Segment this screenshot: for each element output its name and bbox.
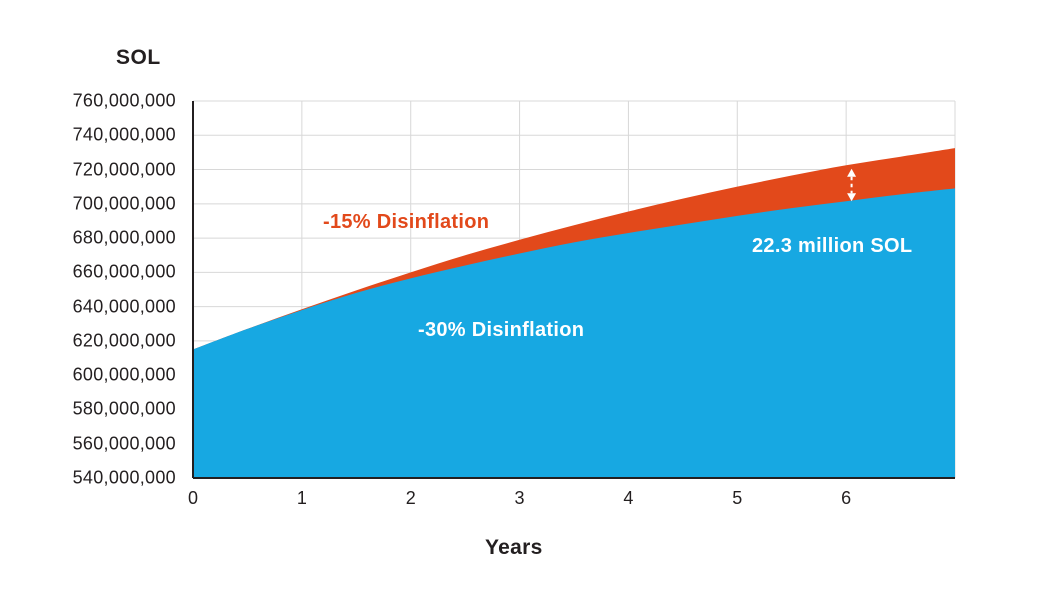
y-tick-label: 680,000,000 bbox=[72, 227, 176, 248]
series-label-30-disinflation: -30% Disinflation bbox=[418, 319, 585, 341]
gap-amount-label: 22.3 million SOL bbox=[752, 235, 913, 257]
x-tick-label: 5 bbox=[732, 488, 743, 508]
y-tick-label: 760,000,000 bbox=[72, 90, 176, 111]
y-tick-label: 700,000,000 bbox=[72, 193, 176, 214]
y-tick-label: 740,000,000 bbox=[72, 124, 176, 145]
x-tick-label: 1 bbox=[296, 488, 307, 508]
area-disinflation-30 bbox=[193, 188, 955, 479]
y-tick-label: 640,000,000 bbox=[72, 296, 176, 317]
x-tick-label: 4 bbox=[623, 488, 634, 508]
y-tick-label: 620,000,000 bbox=[72, 330, 176, 351]
x-axis-title: Years bbox=[485, 536, 543, 559]
gap-arrow-head-down-icon bbox=[847, 193, 857, 202]
x-tick-label: 2 bbox=[405, 488, 416, 508]
y-tick-label: 720,000,000 bbox=[72, 159, 176, 180]
gap-arrow-head-up-icon bbox=[847, 168, 857, 177]
series-label-15-disinflation: -15% Disinflation bbox=[323, 211, 490, 233]
y-tick-label: 560,000,000 bbox=[72, 433, 176, 454]
y-axis-title: SOL bbox=[116, 46, 161, 69]
y-tick-label: 580,000,000 bbox=[72, 398, 176, 419]
x-tick-label: 6 bbox=[841, 488, 852, 508]
y-tick-label: 600,000,000 bbox=[72, 364, 176, 385]
y-tick-label: 660,000,000 bbox=[72, 261, 176, 282]
x-tick-label: 0 bbox=[187, 488, 199, 508]
y-tick-label: 540,000,000 bbox=[72, 467, 176, 488]
x-tick-label: 3 bbox=[514, 488, 525, 508]
